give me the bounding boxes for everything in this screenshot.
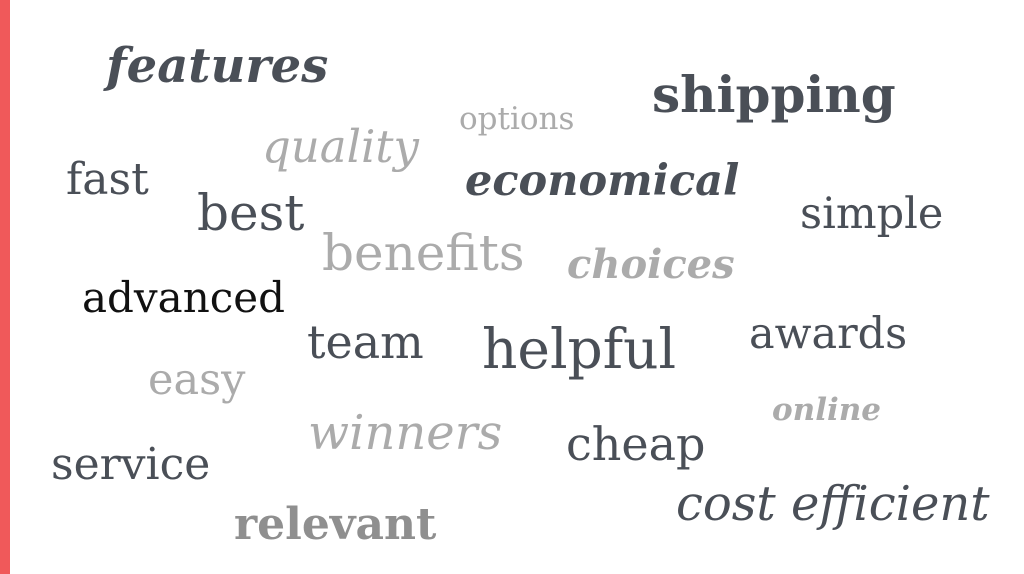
word-choices: choices — [567, 241, 735, 288]
word-best: best — [197, 184, 305, 242]
word-simple: simple — [800, 189, 944, 239]
word-winners: winners — [308, 405, 503, 461]
word-team: team — [307, 315, 424, 369]
word-online: online — [772, 392, 882, 428]
word-features: features — [106, 38, 329, 94]
word-options: options — [459, 101, 575, 137]
word-service: service — [51, 439, 211, 490]
word-relevant: relevant — [234, 499, 437, 550]
word-easy: easy — [148, 355, 246, 405]
word-awards: awards — [749, 309, 908, 359]
word-cheap: cheap — [566, 417, 706, 471]
word-economical: economical — [465, 156, 740, 206]
word-fast: fast — [66, 154, 149, 205]
word-quality: quality — [262, 120, 419, 173]
word-advanced: advanced — [82, 273, 286, 322]
word-shipping: shipping — [652, 65, 896, 124]
left-accent-bar — [0, 0, 10, 574]
word-benefits: benefits — [322, 224, 525, 282]
word-cost-efficient: cost efficient — [676, 476, 990, 532]
word-helpful: helpful — [482, 317, 677, 381]
